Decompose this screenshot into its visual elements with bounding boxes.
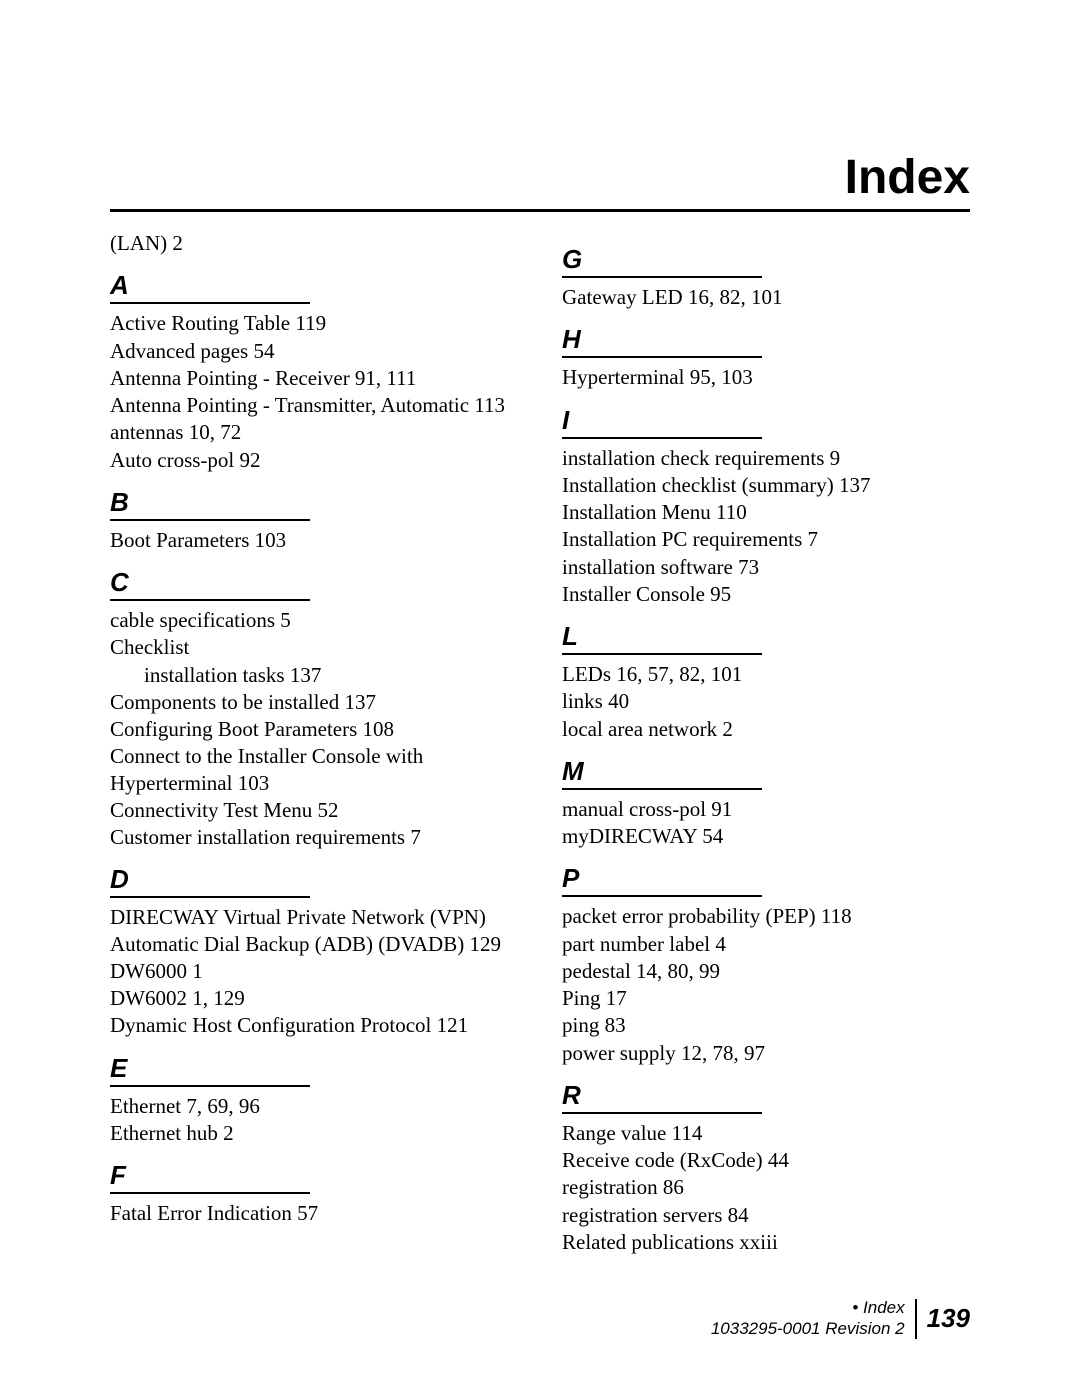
- index-entry: Hyperterminal 95, 103: [562, 364, 970, 390]
- index-letter: C: [110, 567, 310, 601]
- index-letter: G: [562, 244, 762, 278]
- right-sections: G Gateway LED 16, 82, 101 H Hyperterminal 9…: [562, 244, 970, 1255]
- index-entries: Active Routing Table 119Advanced pages 5…: [110, 310, 518, 473]
- index-letter: D: [110, 864, 310, 898]
- index-entry: power supply 12, 78, 97: [562, 1040, 970, 1066]
- index-entry: Dynamic Host Configuration Protocol 121: [110, 1012, 518, 1038]
- index-entries: DIRECWAY Virtual Private Network (VPN) A…: [110, 904, 518, 1038]
- footer-section: • Index: [711, 1298, 905, 1318]
- index-entry: DIRECWAY Virtual Private Network (VPN) A…: [110, 904, 518, 957]
- index-entry: Configuring Boot Parameters 108: [110, 716, 518, 742]
- index-entry: Connect to the Installer Console with Hy…: [110, 743, 518, 796]
- index-letter: F: [110, 1160, 310, 1194]
- index-columns: (LAN) 2 A Active Routing Table 119Advance…: [110, 230, 970, 1256]
- index-entry: Active Routing Table 119: [110, 310, 518, 336]
- index-entry: LEDs 16, 57, 82, 101: [562, 661, 970, 687]
- index-entries: Gateway LED 16, 82, 101: [562, 284, 970, 310]
- index-entries: installation check requirements 9Install…: [562, 445, 970, 608]
- index-entries: Hyperterminal 95, 103: [562, 364, 970, 390]
- footer-divider: [915, 1299, 917, 1339]
- index-entries: Boot Parameters 103: [110, 527, 518, 553]
- index-entry: Range value 114: [562, 1120, 970, 1146]
- index-entry: manual cross-pol 91: [562, 796, 970, 822]
- index-entry: DW6000 1: [110, 958, 518, 984]
- index-entry: Customer installation requirements 7: [110, 824, 518, 850]
- index-entry: Ethernet 7, 69, 96: [110, 1093, 518, 1119]
- index-entry: registration servers 84: [562, 1202, 970, 1228]
- index-entry: ping 83: [562, 1012, 970, 1038]
- index-letter: I: [562, 405, 762, 439]
- index-entry: Connectivity Test Menu 52: [110, 797, 518, 823]
- index-entry: Checklist: [110, 634, 518, 660]
- index-entries: cable specifications 5Checklistinstallat…: [110, 607, 518, 850]
- index-entry: Installer Console 95: [562, 581, 970, 607]
- index-entry: Fatal Error Indication 57: [110, 1200, 518, 1226]
- index-entry: Receive code (RxCode) 44: [562, 1147, 970, 1173]
- index-entry: local area network 2: [562, 716, 970, 742]
- left-sections: A Active Routing Table 119Advanced pages …: [110, 270, 518, 1226]
- footer-text: • Index 1033295-0001 Revision 2: [711, 1298, 915, 1339]
- index-entry: registration 86: [562, 1174, 970, 1200]
- pre-entry: (LAN) 2: [110, 230, 518, 256]
- index-entry: Ethernet hub 2: [110, 1120, 518, 1146]
- index-entry: part number label 4: [562, 931, 970, 957]
- index-entry: Boot Parameters 103: [110, 527, 518, 553]
- index-entry: myDIRECWAY 54: [562, 823, 970, 849]
- index-entry: Ping 17: [562, 985, 970, 1011]
- index-entry: Gateway LED 16, 82, 101: [562, 284, 970, 310]
- index-entry: pedestal 14, 80, 99: [562, 958, 970, 984]
- index-entry: Components to be installed 137: [110, 689, 518, 715]
- index-entry: Auto cross-pol 92: [110, 447, 518, 473]
- index-entry: Installation PC requirements 7: [562, 526, 970, 552]
- index-letter: L: [562, 621, 762, 655]
- index-letter: E: [110, 1053, 310, 1087]
- index-entry: antennas 10, 72: [110, 419, 518, 445]
- footer-page-number: 139: [927, 1303, 970, 1334]
- index-entries: Range value 114Receive code (RxCode) 44r…: [562, 1120, 970, 1255]
- index-letter: A: [110, 270, 310, 304]
- index-entries: Fatal Error Indication 57: [110, 1200, 518, 1226]
- index-entry: installation software 73: [562, 554, 970, 580]
- index-letter: B: [110, 487, 310, 521]
- index-entry: DW6002 1, 129: [110, 985, 518, 1011]
- index-entry: links 40: [562, 688, 970, 714]
- index-letter: M: [562, 756, 762, 790]
- index-entry: packet error probability (PEP) 118: [562, 903, 970, 929]
- index-entry: Advanced pages 54: [110, 338, 518, 364]
- index-entries: packet error probability (PEP) 118part n…: [562, 903, 970, 1066]
- index-letter: P: [562, 863, 762, 897]
- index-entries: manual cross-pol 91myDIRECWAY 54: [562, 796, 970, 850]
- index-entries: LEDs 16, 57, 82, 101links 40local area n…: [562, 661, 970, 742]
- index-entry: installation check requirements 9: [562, 445, 970, 471]
- right-column: G Gateway LED 16, 82, 101 H Hyperterminal 9…: [562, 230, 970, 1256]
- index-letter: R: [562, 1080, 762, 1114]
- footer-doc: 1033295-0001 Revision 2: [711, 1319, 905, 1339]
- index-entry: Antenna Pointing - Receiver 91, 111: [110, 365, 518, 391]
- page-footer: • Index 1033295-0001 Revision 2 139: [711, 1298, 970, 1339]
- index-entry: cable specifications 5: [110, 607, 518, 633]
- index-entry: Installation Menu 110: [562, 499, 970, 525]
- index-letter: H: [562, 324, 762, 358]
- page-title: Index: [110, 150, 970, 212]
- left-column: (LAN) 2 A Active Routing Table 119Advance…: [110, 230, 518, 1256]
- index-entry: Related publications xxiii: [562, 1229, 970, 1255]
- index-entry: Antenna Pointing - Transmitter, Automati…: [110, 392, 518, 418]
- index-entries: Ethernet 7, 69, 96Ethernet hub 2: [110, 1093, 518, 1147]
- index-entry: Installation checklist (summary) 137: [562, 472, 970, 498]
- index-entry: installation tasks 137: [110, 662, 518, 688]
